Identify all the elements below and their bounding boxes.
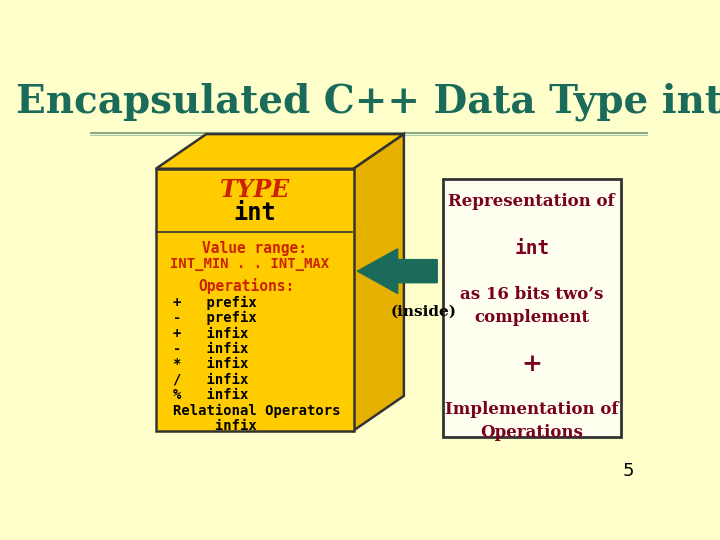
Text: -   prefix: - prefix [173,311,256,325]
Text: Implementation of: Implementation of [445,401,618,418]
Text: infix: infix [173,419,256,433]
Polygon shape [156,134,404,168]
Text: %   infix: % infix [173,388,248,402]
Text: int: int [514,239,549,258]
Polygon shape [156,168,354,430]
Text: *   infix: * infix [173,357,248,372]
Text: 5: 5 [623,462,634,481]
Text: +   prefix: + prefix [173,296,256,310]
FancyArrow shape [357,249,437,294]
Text: +   infix: + infix [173,327,248,341]
Polygon shape [354,134,404,430]
Text: Encapsulated C++ Data Type int: Encapsulated C++ Data Type int [16,83,720,121]
Text: TYPE: TYPE [220,178,290,202]
Text: Representation of: Representation of [449,193,615,211]
Text: int: int [233,201,276,225]
Text: complement: complement [474,309,589,326]
Text: Operations: Operations [480,424,583,441]
Text: /   infix: / infix [173,373,248,387]
Text: Relational Operators: Relational Operators [173,403,341,417]
Text: as 16 bits two’s: as 16 bits two’s [460,286,603,303]
Text: Value range:: Value range: [202,240,307,255]
Text: Operations:: Operations: [199,278,295,294]
Text: (inside): (inside) [390,304,456,318]
Polygon shape [443,179,621,437]
Text: +: + [521,352,542,375]
Text: INT_MIN . . INT_MAX: INT_MIN . . INT_MAX [170,257,329,271]
Text: -   infix: - infix [173,342,248,356]
